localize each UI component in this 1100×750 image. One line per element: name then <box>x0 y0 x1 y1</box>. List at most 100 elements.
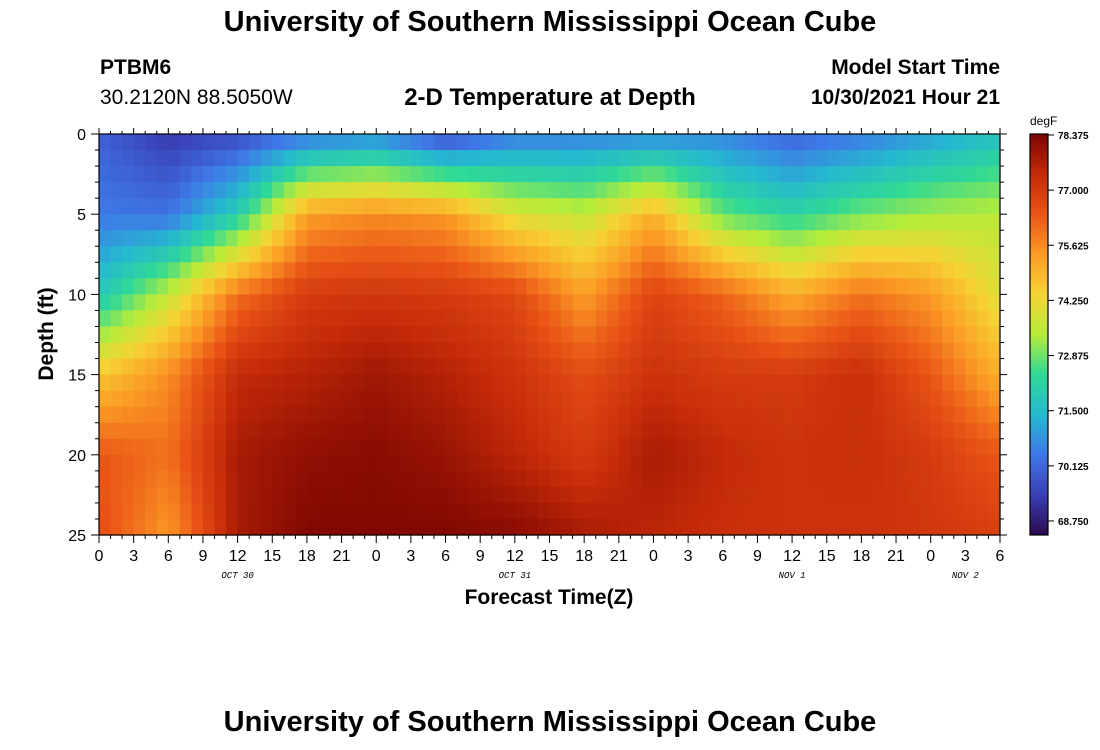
heatmap-cell <box>607 166 620 183</box>
heatmap-cell <box>561 150 574 167</box>
heatmap-cell <box>872 422 886 440</box>
heatmap-cell <box>122 150 135 167</box>
heatmap-cell <box>988 198 1001 215</box>
heatmap-cell <box>665 358 678 376</box>
heatmap-cell <box>699 374 712 392</box>
heatmap-cell <box>341 294 354 312</box>
heatmap-cell <box>387 358 400 376</box>
heatmap-cell <box>930 182 943 199</box>
heatmap-cell <box>584 182 597 199</box>
heatmap-cell <box>272 326 285 344</box>
heatmap-cell <box>410 182 424 199</box>
heatmap-cell <box>745 438 759 456</box>
heatmap-cell <box>422 294 435 312</box>
heatmap-cell <box>330 502 343 520</box>
heatmap-cell <box>99 486 112 504</box>
heatmap-cell <box>584 310 597 328</box>
heatmap-cell <box>133 422 146 440</box>
heatmap-cell <box>745 150 759 167</box>
heatmap-cell <box>433 134 447 151</box>
heatmap-cell <box>584 166 597 183</box>
heatmap-cell <box>757 406 770 424</box>
heatmap-cell <box>353 518 366 536</box>
heatmap-cell <box>641 422 655 440</box>
heatmap-cell <box>133 246 146 263</box>
heatmap-cell <box>306 230 320 247</box>
heatmap-cell <box>549 182 562 199</box>
heatmap-cell <box>665 166 678 183</box>
heatmap-cell <box>745 262 759 279</box>
heatmap-cell <box>433 166 447 183</box>
heatmap-cell <box>815 422 828 440</box>
heatmap-cell <box>618 134 631 151</box>
heatmap-cell <box>491 326 504 344</box>
heatmap-cell <box>976 230 990 247</box>
heatmap-cell <box>745 134 759 151</box>
heatmap-cell <box>976 214 990 231</box>
heatmap-cell <box>330 278 343 295</box>
heatmap-cell <box>953 374 966 392</box>
heatmap-cell <box>884 470 897 488</box>
heatmap-cell <box>826 406 839 424</box>
heatmap-cell <box>942 230 955 247</box>
heatmap-cell <box>757 470 770 488</box>
heatmap-cell <box>838 470 851 488</box>
heatmap-cell <box>503 502 516 520</box>
heatmap-cell <box>722 518 735 536</box>
heatmap-cell <box>699 246 712 263</box>
heatmap-cell <box>491 454 504 472</box>
heatmap-cell <box>249 246 262 263</box>
heatmap-cell <box>838 198 851 215</box>
heatmap-cell <box>399 406 412 424</box>
heatmap-cell <box>410 166 424 183</box>
heatmap-cell <box>595 374 608 392</box>
heatmap-cell <box>572 214 585 231</box>
heatmap-cell <box>457 198 470 215</box>
heatmap-cell <box>861 454 874 472</box>
heatmap-cell <box>491 166 504 183</box>
heatmap-cell <box>792 374 805 392</box>
heatmap-cell <box>665 422 678 440</box>
heatmap-cell <box>699 294 712 312</box>
heatmap-cell <box>572 262 585 279</box>
heatmap-cell <box>491 406 504 424</box>
heatmap-cell <box>202 390 216 408</box>
heatmap-cell <box>734 182 747 199</box>
heatmap-cell <box>364 310 377 328</box>
heatmap-cell <box>387 454 400 472</box>
heatmap-cell <box>734 454 747 472</box>
heatmap-cell <box>815 502 828 520</box>
heatmap-cell <box>295 134 308 151</box>
heatmap-cell <box>214 486 227 504</box>
heatmap-cell <box>226 246 239 263</box>
heatmap-cell <box>722 294 735 312</box>
heatmap-cell <box>480 518 493 536</box>
heatmap-cell <box>156 390 169 408</box>
heatmap-cell <box>930 262 943 279</box>
heatmap-cell <box>353 486 366 504</box>
heatmap-cell <box>283 198 296 215</box>
heatmap-cell <box>364 438 377 456</box>
heatmap-cell <box>584 246 597 263</box>
heatmap-cell <box>838 294 851 312</box>
heatmap-cell <box>237 230 250 247</box>
heatmap-cell <box>480 294 493 312</box>
x-tick-label: 21 <box>887 548 905 565</box>
day-label: NOV 2 <box>952 571 980 581</box>
heatmap-cell <box>930 294 943 312</box>
heatmap-cell <box>237 406 250 424</box>
heatmap-cell <box>122 358 135 376</box>
heatmap-cell <box>711 150 724 167</box>
heatmap-cell <box>168 422 181 440</box>
heatmap-cell <box>110 278 123 295</box>
x-tick-label: 15 <box>263 548 281 565</box>
heatmap-cell <box>803 438 816 456</box>
heatmap-cell <box>422 390 435 408</box>
heatmap-cell <box>422 262 435 279</box>
heatmap-cell <box>641 502 655 520</box>
heatmap-cell <box>722 134 735 151</box>
heatmap-cell <box>110 374 123 392</box>
heatmap-cell <box>884 454 897 472</box>
heatmap-cell <box>896 502 909 520</box>
heatmap-cell <box>168 134 181 151</box>
